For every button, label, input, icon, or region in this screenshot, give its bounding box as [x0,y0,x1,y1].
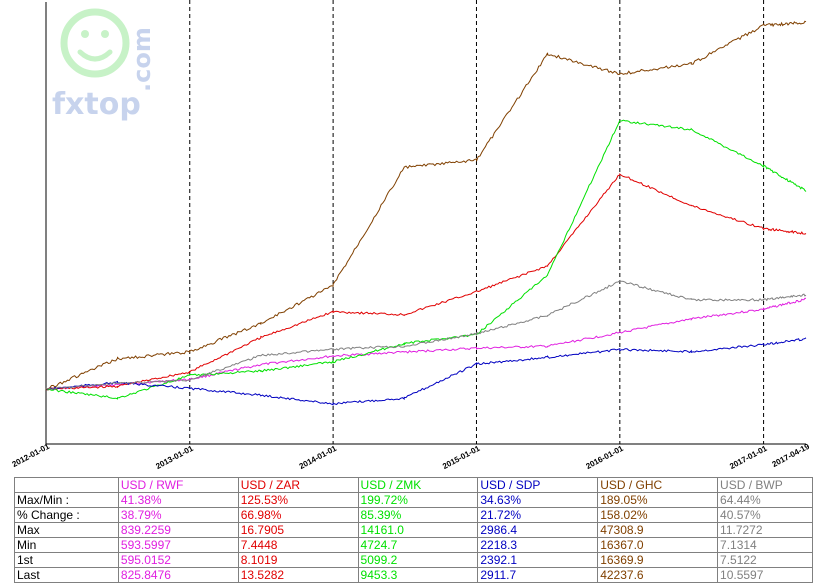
stats-row: 1st 595.0152 8.1019 5099.2 2392.1 16369.9 7.51… [14,552,813,568]
stats-cell: 10.5597 [717,567,813,583]
year-gridlines [189,0,765,444]
stats-row-label: 1st [14,552,119,568]
x-tick-label: 2017-04-19 [771,442,812,469]
stats-cell: 158.02% [597,507,719,523]
stats-cell: 9453.3 [357,567,479,583]
stats-cell: 66.98% [237,507,359,523]
x-tick-label: 2012-01-01 [11,442,52,469]
stats-row: Max/Min :41.38% 125.53% 199.72% 34.63% 189.0… [14,492,813,508]
stats-table: USD / RWF USD / ZAR USD / ZMK USD / SDP USD … [14,477,813,583]
series-line-usdrwf [46,297,807,391]
stats-cell: 42237.6 [597,567,719,583]
stats-cell: 825.8476 [117,567,239,583]
stats-cell: 199.72% [357,492,479,508]
stats-row-label: Max/Min : [14,492,119,508]
stats-cell: 64.44% [717,492,813,508]
stats-corner-cell [14,477,119,493]
stats-header-cell: USD / BWP [717,477,813,493]
stats-header-cell: USD / ZMK [357,477,479,493]
stats-cell: 4724.7 [357,537,479,553]
stats-cell: 8.1019 [237,552,359,568]
stats-cell: 38.79% [117,507,239,523]
x-tick-label: 2014-01-01 [298,444,339,471]
stats-row-label: Min [14,537,119,553]
stats-cell: 2392.1 [477,552,599,568]
x-tick-labels: 2012-01-01 2013-01-01 2014-01-01 2015-01-01… [11,442,812,471]
x-tick-label: 2015-01-01 [441,444,482,471]
stats-cell: 41.38% [117,492,239,508]
stats-cell: 2986.4 [477,522,599,538]
stats-cell: 13.5282 [237,567,359,583]
stats-cell: 189.05% [597,492,719,508]
logo-wordmark: fxtop [52,87,141,122]
series-line-usdsdp [46,337,807,406]
stats-cell: 595.0152 [117,552,239,568]
series-line-usdghc [45,20,807,391]
stats-cell: 5099.2 [357,552,479,568]
x-tick-label: 2016-01-01 [584,444,625,471]
stats-cell: 7.1314 [717,537,813,553]
stats-cell: 85.39% [357,507,479,523]
fxtop-logo: fxtop .com [52,8,156,122]
stats-cell: 11.7272 [717,522,813,538]
stats-cell: 21.72% [477,507,599,523]
stats-header-cell: USD / SDP [477,477,599,493]
stats-row: Last 825.8476 13.5282 9453.3 2911.7 42237.6 10… [14,567,813,583]
stats-cell: 16369.9 [597,552,719,568]
series-line-usdzmk [45,119,807,400]
stats-row-label: % Change : [14,507,119,523]
stats-cell: 7.5122 [717,552,813,568]
stats-row: Min 593.5997 7.4448 4724.7 2218.3 16367.0 7.13… [14,537,813,553]
stats-cell: 47308.9 [597,522,719,538]
stats-cell: 2911.7 [477,567,599,583]
stats-header-cell: USD / GHC [597,477,719,493]
stats-cell: 2218.3 [477,537,599,553]
stats-header-cell: USD / RWF [117,477,239,493]
stats-row: Max 839.2259 16.7905 14161.0 2986.4 47308.9 11… [14,522,813,538]
logo-domain: .com [128,27,156,92]
stats-row-label: Max [14,522,119,538]
smiley-icon [60,8,130,78]
stats-cell: 40.57% [717,507,813,523]
chart: fxtop .com 2012-01-01 2013-01-01 2014-01-0… [11,0,812,471]
stats-cell: 593.5997 [117,537,239,553]
stats-cell: 14161.0 [357,522,479,538]
stats-cell: 7.4448 [237,537,359,553]
stats-cell: 34.63% [477,492,599,508]
stats-cell: 16367.0 [597,537,719,553]
stats-cell: 125.53% [237,492,359,508]
series-line-usdzar [45,173,807,391]
series-lines [45,20,807,406]
x-tick-label: 2013-01-01 [154,444,195,471]
stats-cell: 839.2259 [117,522,239,538]
stats-header-row: USD / RWF USD / ZAR USD / ZMK USD / SDP USD … [14,477,813,493]
x-tick-label: 2017-01-01 [728,444,769,471]
stats-header-cell: USD / ZAR [237,477,359,493]
series-line-usdbwp [45,279,807,390]
stats-row-label: Last [14,567,119,583]
stats-cell: 16.7905 [237,522,359,538]
stats-row: % Change :38.79% 66.98% 85.39% 21.72% 158.02… [14,507,813,523]
